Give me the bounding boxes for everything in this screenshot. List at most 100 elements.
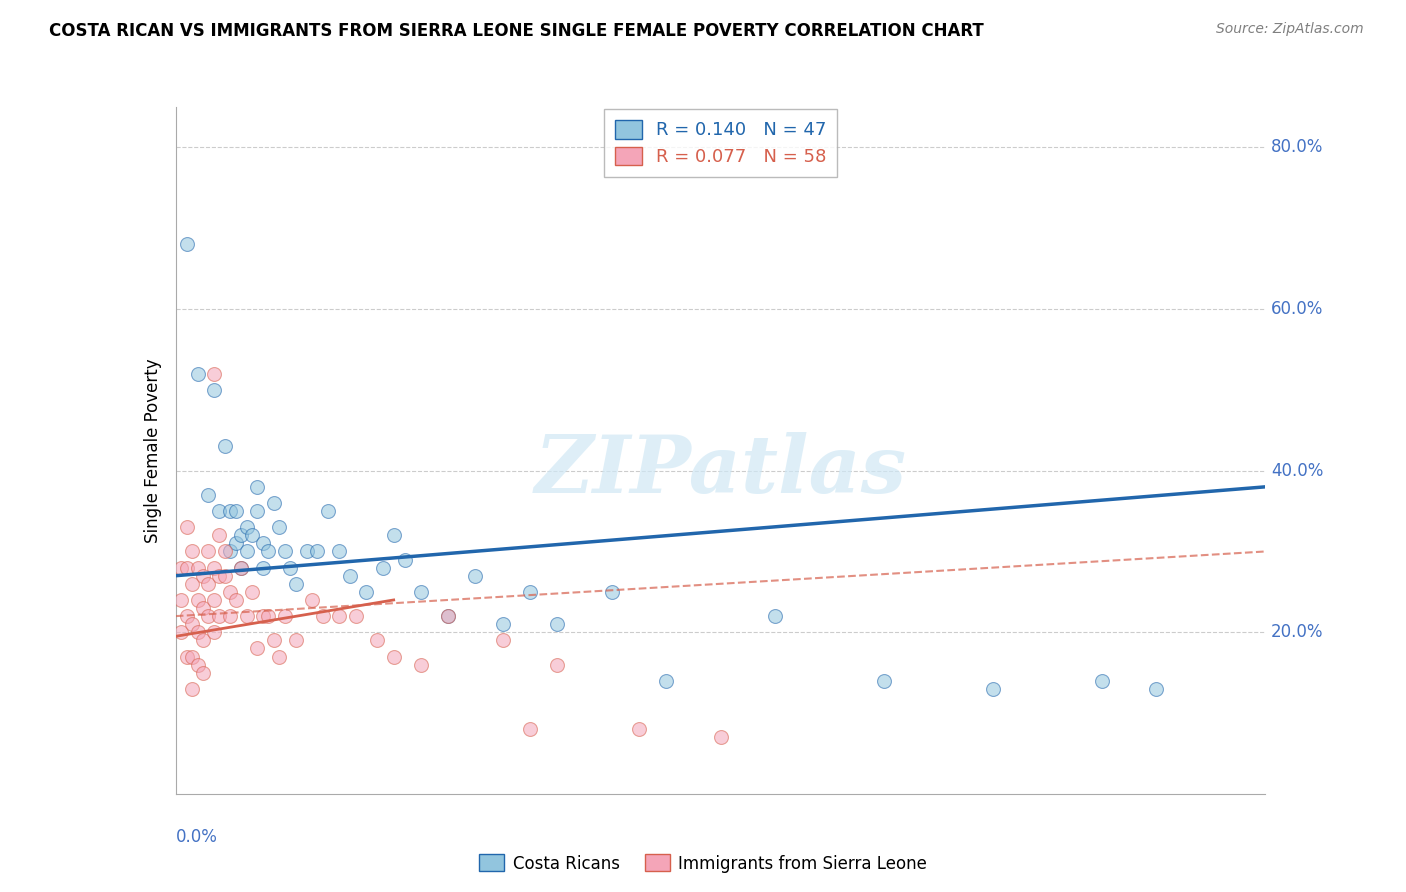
Point	[437, 609, 460, 624]
Point	[197, 488, 219, 502]
Point	[263, 633, 285, 648]
Point	[546, 657, 568, 672]
Point	[181, 576, 204, 591]
Point	[191, 665, 214, 680]
Point	[202, 367, 225, 381]
Point	[208, 568, 231, 582]
Point	[225, 593, 247, 607]
Point	[394, 552, 416, 566]
Point	[219, 544, 242, 558]
Point	[208, 528, 231, 542]
Point	[176, 649, 198, 664]
Point	[371, 560, 394, 574]
Point	[382, 649, 405, 664]
Legend: Costa Ricans, Immigrants from Sierra Leone: Costa Ricans, Immigrants from Sierra Leo…	[472, 847, 934, 880]
Point	[274, 544, 297, 558]
Point	[214, 544, 236, 558]
Point	[257, 609, 280, 624]
Point	[301, 593, 323, 607]
Text: 40.0%: 40.0%	[1271, 462, 1323, 480]
Point	[235, 544, 257, 558]
Point	[278, 560, 301, 574]
Point	[170, 625, 193, 640]
Point	[235, 609, 257, 624]
Point	[225, 504, 247, 518]
Point	[240, 585, 263, 599]
Point	[1144, 681, 1167, 696]
Point	[197, 609, 219, 624]
Point	[492, 633, 515, 648]
Point	[257, 544, 280, 558]
Point	[219, 585, 242, 599]
Text: Source: ZipAtlas.com: Source: ZipAtlas.com	[1216, 22, 1364, 37]
Point	[202, 593, 225, 607]
Point	[284, 633, 307, 648]
Point	[208, 609, 231, 624]
Point	[219, 504, 242, 518]
Point	[191, 601, 214, 615]
Point	[197, 544, 219, 558]
Point	[197, 576, 219, 591]
Point	[437, 609, 460, 624]
Point	[356, 585, 378, 599]
Point	[176, 609, 198, 624]
Point	[186, 560, 209, 574]
Point	[274, 609, 297, 624]
Point	[284, 576, 307, 591]
Point	[710, 731, 733, 745]
Point	[246, 641, 269, 656]
Legend: R = 0.140   N = 47, R = 0.077   N = 58: R = 0.140 N = 47, R = 0.077 N = 58	[603, 109, 838, 177]
Point	[202, 383, 225, 397]
Point	[214, 439, 236, 453]
Point	[235, 520, 257, 534]
Point	[263, 496, 285, 510]
Point	[231, 560, 253, 574]
Y-axis label: Single Female Poverty: Single Female Poverty	[143, 359, 162, 542]
Point	[176, 237, 198, 252]
Point	[186, 367, 209, 381]
Point	[181, 617, 204, 632]
Point	[186, 593, 209, 607]
Point	[763, 609, 786, 624]
Point	[181, 649, 204, 664]
Point	[328, 544, 350, 558]
Point	[219, 609, 242, 624]
Point	[307, 544, 329, 558]
Point	[269, 649, 291, 664]
Point	[176, 520, 198, 534]
Point	[873, 673, 896, 688]
Point	[240, 528, 263, 542]
Point	[231, 560, 253, 574]
Point	[214, 568, 236, 582]
Point	[170, 593, 193, 607]
Point	[181, 681, 204, 696]
Point	[186, 625, 209, 640]
Point	[252, 536, 274, 550]
Point	[318, 504, 340, 518]
Point	[269, 520, 291, 534]
Point	[546, 617, 568, 632]
Point	[225, 536, 247, 550]
Point	[492, 617, 515, 632]
Point	[366, 633, 388, 648]
Point	[600, 585, 623, 599]
Text: 20.0%: 20.0%	[1271, 624, 1323, 641]
Text: 60.0%: 60.0%	[1271, 300, 1323, 318]
Point	[981, 681, 1004, 696]
Point	[464, 568, 486, 582]
Point	[252, 609, 274, 624]
Point	[170, 560, 193, 574]
Point	[312, 609, 335, 624]
Text: COSTA RICAN VS IMMIGRANTS FROM SIERRA LEONE SINGLE FEMALE POVERTY CORRELATION CH: COSTA RICAN VS IMMIGRANTS FROM SIERRA LE…	[49, 22, 984, 40]
Point	[519, 585, 541, 599]
Point	[202, 560, 225, 574]
Point	[252, 560, 274, 574]
Point	[1091, 673, 1114, 688]
Point	[176, 560, 198, 574]
Point	[246, 504, 269, 518]
Point	[191, 568, 214, 582]
Point	[519, 723, 541, 737]
Point	[382, 528, 405, 542]
Point	[655, 673, 678, 688]
Point	[409, 585, 432, 599]
